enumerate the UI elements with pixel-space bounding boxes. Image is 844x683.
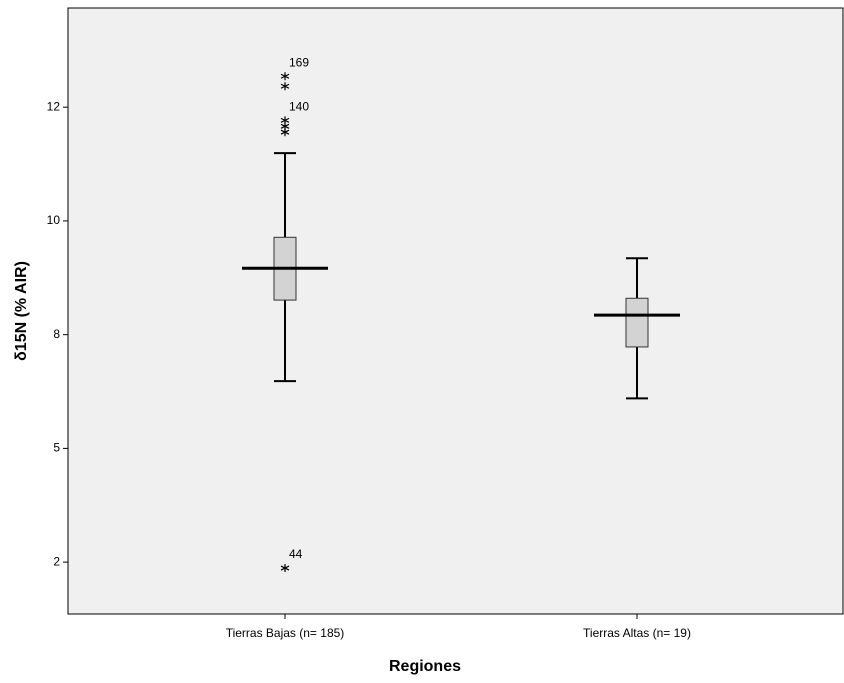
x-tick-label: Tierras Altas (n= 19)	[583, 626, 691, 640]
y-tick-label: 12	[47, 99, 61, 113]
x-axis-title: Regiones	[389, 658, 461, 675]
outlier	[280, 564, 290, 573]
y-tick-label: 8	[53, 327, 60, 341]
x-tick-label: Tierras Bajas (n= 185)	[226, 626, 345, 640]
outlier-label: 140	[289, 100, 309, 114]
outlier	[280, 72, 290, 81]
y-tick-label: 5	[53, 441, 60, 455]
y-tick-label: 2	[53, 554, 60, 568]
outlier	[280, 128, 290, 137]
outlier-label: 169	[289, 55, 309, 69]
y-tick-label: 10	[47, 213, 61, 227]
outlier-label: 44	[289, 547, 303, 561]
outlier	[280, 82, 290, 91]
plot-area	[67, 7, 844, 615]
y-axis-title: δ15N (% AIR)	[13, 261, 30, 361]
box	[625, 297, 649, 348]
